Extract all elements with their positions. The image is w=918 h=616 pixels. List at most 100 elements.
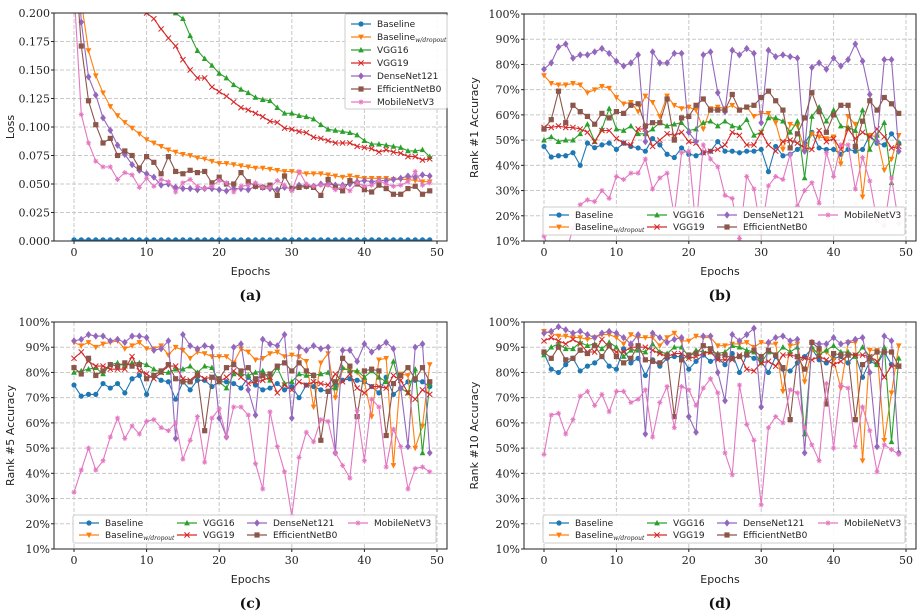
data-point xyxy=(354,143,361,150)
data-point xyxy=(570,54,576,62)
data-point xyxy=(801,174,808,181)
data-point xyxy=(816,145,822,151)
data-point xyxy=(165,428,171,434)
data-point xyxy=(772,114,779,121)
data-point xyxy=(620,353,627,359)
data-point xyxy=(151,140,157,147)
y-tick-label: 40% xyxy=(496,467,520,480)
data-point xyxy=(361,144,368,151)
data-point xyxy=(700,142,706,148)
data-point xyxy=(744,104,750,110)
data-point xyxy=(722,141,728,148)
data-point xyxy=(376,404,382,410)
data-point xyxy=(216,354,223,360)
legend-label: Baseline xyxy=(575,519,614,529)
data-point xyxy=(208,84,215,91)
data-point xyxy=(281,237,288,241)
data-point xyxy=(122,148,128,154)
data-point xyxy=(201,342,208,350)
data-point xyxy=(620,101,627,107)
data-point xyxy=(743,116,750,123)
data-point xyxy=(238,170,244,176)
data-point xyxy=(686,148,692,154)
data-point xyxy=(187,387,193,393)
data-point xyxy=(317,171,324,177)
data-point xyxy=(802,115,808,121)
data-point xyxy=(143,346,150,352)
data-point xyxy=(267,97,273,104)
data-point xyxy=(144,154,150,160)
data-point xyxy=(831,173,837,180)
data-point xyxy=(412,445,419,452)
data-point xyxy=(92,73,99,79)
data-point xyxy=(325,237,331,241)
data-point xyxy=(563,153,569,159)
y-tick-label: 80% xyxy=(496,366,520,379)
data-point xyxy=(555,88,562,94)
data-point xyxy=(144,237,150,241)
data-point xyxy=(772,148,779,155)
data-point xyxy=(577,162,583,168)
data-point xyxy=(93,467,99,473)
data-point xyxy=(114,363,121,369)
data-point xyxy=(895,140,902,146)
axes-frame xyxy=(523,321,917,550)
data-point xyxy=(317,135,324,142)
data-point xyxy=(129,423,135,429)
data-point xyxy=(620,333,627,342)
data-point xyxy=(216,70,223,76)
legend-label: Baseline xyxy=(105,519,144,529)
data-point xyxy=(202,459,208,465)
data-point xyxy=(194,345,201,353)
data-point xyxy=(318,192,324,198)
data-point xyxy=(881,142,887,148)
legend-label: EfficientNetB0 xyxy=(743,223,808,233)
data-point xyxy=(85,98,92,104)
data-point xyxy=(310,342,317,350)
data-point xyxy=(837,161,844,167)
data-point xyxy=(100,332,106,340)
data-point xyxy=(376,357,382,363)
data-point xyxy=(584,113,591,120)
data-point xyxy=(664,93,670,100)
y-tick-label: 70% xyxy=(26,392,50,405)
y-tick-label: 70% xyxy=(496,392,520,405)
legend-label: DenseNet121 xyxy=(743,211,804,221)
subfigure-caption: (c) xyxy=(240,596,262,612)
data-point xyxy=(838,142,844,148)
x-tick-label: 10 xyxy=(140,554,154,567)
data-point xyxy=(541,143,547,150)
data-point xyxy=(780,153,786,159)
data-point xyxy=(758,502,764,508)
data-point xyxy=(678,49,685,57)
data-point xyxy=(654,211,660,218)
data-point xyxy=(628,99,634,106)
data-point xyxy=(895,132,902,139)
data-point xyxy=(736,235,743,241)
data-point xyxy=(881,349,887,355)
data-point xyxy=(398,191,404,197)
data-point xyxy=(837,62,844,70)
data-point xyxy=(816,346,822,352)
data-point xyxy=(426,449,433,457)
data-point xyxy=(671,121,678,127)
data-point xyxy=(794,140,801,147)
data-point xyxy=(100,114,106,122)
data-point xyxy=(325,126,331,132)
data-point xyxy=(259,335,266,344)
data-point xyxy=(642,387,648,393)
data-point xyxy=(245,365,251,371)
data-point xyxy=(397,174,404,182)
data-point xyxy=(714,122,721,129)
legend-label: Baseline xyxy=(575,211,614,221)
data-point xyxy=(729,195,735,201)
data-point xyxy=(613,57,620,65)
data-point xyxy=(707,107,714,113)
data-point xyxy=(577,340,584,347)
plot-area xyxy=(541,40,902,241)
data-point xyxy=(376,390,382,396)
data-point xyxy=(259,165,266,172)
data-point xyxy=(599,84,605,90)
data-point xyxy=(758,94,764,101)
x-tick-label: 0 xyxy=(541,554,548,567)
